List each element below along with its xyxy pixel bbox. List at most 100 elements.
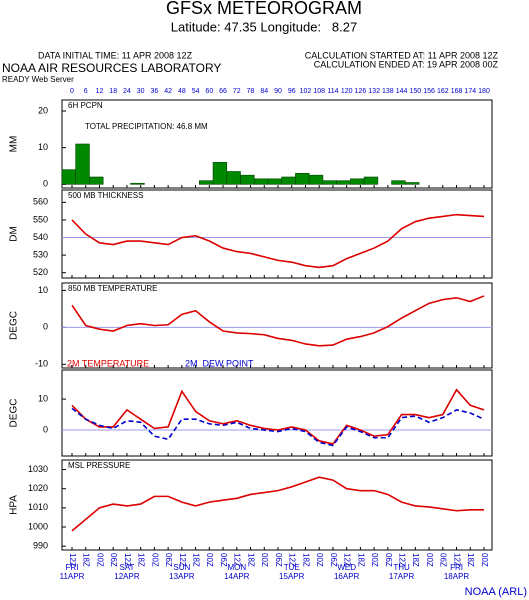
time-label: 18Z [466, 553, 475, 567]
y-axis-label: DEGC [9, 399, 20, 428]
time-label: 12Z [178, 553, 187, 567]
y-tick-label: -10 [35, 359, 48, 369]
panel-frame [61, 189, 493, 279]
calc-ended: CALCULATION ENDED AT: 19 APR 2008 00Z [314, 59, 499, 69]
hour-label: 72 [233, 88, 241, 95]
panel-title: MSL PRESSURE [68, 461, 130, 470]
panel-frame [61, 99, 493, 189]
time-label: 06Z [384, 553, 393, 567]
hour-label: 66 [219, 88, 227, 95]
initial-time: DATA INITIAL TIME: 11 APR 2008 12Z [38, 50, 193, 60]
time-label: 06Z [439, 553, 448, 567]
y-tick-label: 1030 [28, 464, 48, 474]
day-label: FRI [66, 563, 79, 572]
y-axis-label: DM [9, 226, 20, 242]
time-label: 12Z [288, 553, 297, 567]
y-tick-label: 530 [33, 249, 48, 259]
precip-bar [212, 162, 228, 185]
date-label: 18APR [444, 572, 470, 581]
y-tick-label: 10 [38, 285, 48, 295]
y-tick-label: 560 [33, 197, 48, 207]
hour-label: 180 [478, 88, 490, 95]
precip-bar [308, 174, 324, 185]
panel-title: 6H PCPN [68, 101, 103, 110]
day-label: SAT [119, 563, 134, 572]
y-tick-label: 10 [38, 142, 48, 152]
time-label: 12Z [397, 553, 406, 567]
day-label: SUN [173, 563, 190, 572]
series-line [71, 407, 485, 447]
hour-label: 138 [382, 88, 394, 95]
time-label: 06Z [329, 553, 338, 567]
day-label: THU [393, 563, 410, 572]
y-tick-label: 520 [33, 267, 48, 277]
hour-label: 84 [260, 88, 268, 95]
hour-label: 96 [288, 88, 296, 95]
precip-bar [89, 176, 104, 185]
time-label: 18Z [82, 553, 91, 567]
hour-label: 36 [151, 88, 159, 95]
series-line [71, 295, 485, 347]
date-label: 11APR [60, 572, 85, 581]
date-label: 14APR [224, 572, 250, 581]
time-label: 06Z [219, 553, 228, 567]
y-tick-label: 540 [33, 232, 48, 242]
time-label: 12Z [68, 553, 77, 567]
legend-label: 2M TEMPERATURE [67, 358, 149, 368]
time-label: 00Z [95, 553, 104, 567]
panel-title: 850 MB TEMPERATURE [68, 284, 158, 293]
hour-label: 144 [396, 88, 408, 95]
y-tick-label: 550 [33, 214, 48, 224]
day-label: FRI [450, 563, 463, 572]
precip-bar [61, 169, 77, 185]
time-label: 18Z [137, 553, 146, 567]
hour-label: 126 [355, 88, 367, 95]
time-label: 18Z [191, 553, 200, 567]
annotation: TOTAL PRECIPITATION: 46.8 MM [85, 122, 208, 131]
hour-label: 174 [464, 88, 476, 95]
legend-label: 2M DEW POINT [185, 358, 254, 368]
hour-label: 168 [451, 88, 463, 95]
footer: NOAA (ARL) [465, 586, 527, 598]
lab-name: NOAA AIR RESOURCES LABORATORY [2, 61, 221, 75]
hour-label: 108 [313, 88, 325, 95]
precip-bar [75, 143, 90, 185]
series-line [71, 476, 484, 532]
time-label: 06Z [164, 553, 173, 567]
hour-label: 156 [423, 88, 435, 95]
server: READY Web Server [2, 75, 74, 84]
time-label: 12Z [343, 553, 352, 567]
precip-bar [226, 171, 241, 185]
precip-bar [130, 182, 145, 185]
y-tick-label: 1010 [28, 502, 48, 512]
precip-bar [405, 182, 420, 185]
panel-frame [61, 459, 493, 551]
time-label: 00Z [150, 553, 159, 567]
hour-label: 48 [178, 88, 186, 95]
date-label: 15APR [279, 572, 305, 581]
precip-bar [363, 176, 379, 185]
time-label: 00Z [315, 553, 324, 567]
hour-label: 12 [96, 88, 104, 95]
precip-bar [199, 180, 214, 185]
y-tick-label: 990 [33, 541, 48, 551]
precip-bar [240, 174, 255, 185]
hour-label: 132 [368, 88, 380, 95]
hour-label: 30 [137, 88, 145, 95]
hour-label: 42 [164, 88, 172, 95]
hour-label: 54 [192, 88, 200, 95]
date-label: 17APR [389, 572, 415, 581]
precip-bar [322, 180, 337, 185]
time-label: 12Z [123, 553, 132, 567]
hour-label: 78 [247, 88, 255, 95]
time-label: 00Z [260, 553, 269, 567]
y-axis-label: MM [9, 136, 20, 153]
precip-bar [281, 176, 296, 185]
subtitle: Latitude: 47.35 Longitude: 8.27 [171, 19, 358, 34]
title: GFSx METEOROGRAM [166, 0, 362, 18]
calc-started: CALCULATION STARTED AT: 11 APR 2008 12Z [305, 50, 499, 60]
hour-label: 90 [274, 88, 282, 95]
hour-label: 102 [300, 88, 312, 95]
y-tick-label: 1020 [28, 483, 48, 493]
